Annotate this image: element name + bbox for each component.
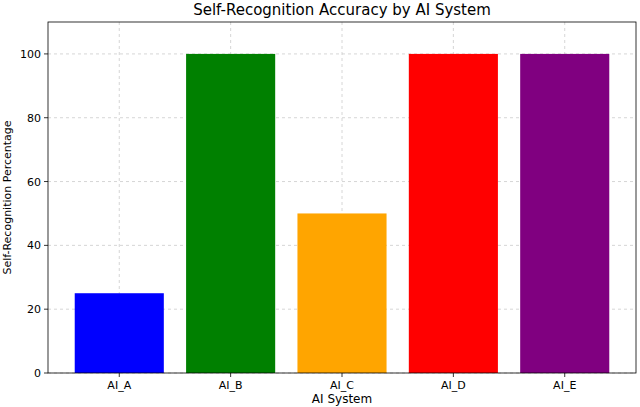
x-tick <box>119 373 120 377</box>
x-axis: AI_A AI_B AI_C AI_D AI_E <box>107 373 576 392</box>
x-tick <box>342 373 343 377</box>
y-tick-label: 60 <box>27 176 41 189</box>
y-axis-label: Self-Recognition Percentage <box>1 120 14 274</box>
chart-container: 0 20 40 60 80 100 AI_A AI_B AI_C AI_D AI_E Self-Rec… <box>0 0 640 407</box>
bars <box>75 54 610 373</box>
bar <box>409 54 498 373</box>
y-tick-label: 20 <box>27 303 41 316</box>
x-tick-label: AI_D <box>441 379 466 392</box>
x-tick <box>230 373 231 377</box>
grid <box>48 22 636 373</box>
y-tick <box>44 309 48 310</box>
x-tick <box>453 373 454 377</box>
plot-frame <box>48 22 636 373</box>
y-tick <box>44 181 48 182</box>
chart-title: Self-Recognition Accuracy by AI System <box>193 1 491 19</box>
bar <box>186 54 275 373</box>
y-axis: 0 20 40 60 80 100 <box>20 48 48 380</box>
y-tick <box>44 373 48 374</box>
bar <box>520 54 609 373</box>
x-tick-label: AI_E <box>553 379 576 392</box>
y-tick <box>44 245 48 246</box>
x-tick-label: AI_B <box>219 379 243 392</box>
y-tick-label: 100 <box>20 48 41 61</box>
x-tick-label: AI_C <box>330 379 354 392</box>
y-tick <box>44 53 48 54</box>
bar <box>297 213 386 373</box>
chart-svg: 0 20 40 60 80 100 AI_A AI_B AI_C AI_D AI_E Self-Rec… <box>0 0 640 407</box>
y-tick-label: 0 <box>34 367 41 380</box>
x-tick-label: AI_A <box>107 379 131 392</box>
bar <box>75 293 164 373</box>
x-tick <box>564 373 565 377</box>
y-tick-label: 80 <box>27 112 41 125</box>
x-axis-label: AI System <box>312 392 372 406</box>
y-tick <box>44 117 48 118</box>
y-tick-label: 40 <box>27 239 41 252</box>
